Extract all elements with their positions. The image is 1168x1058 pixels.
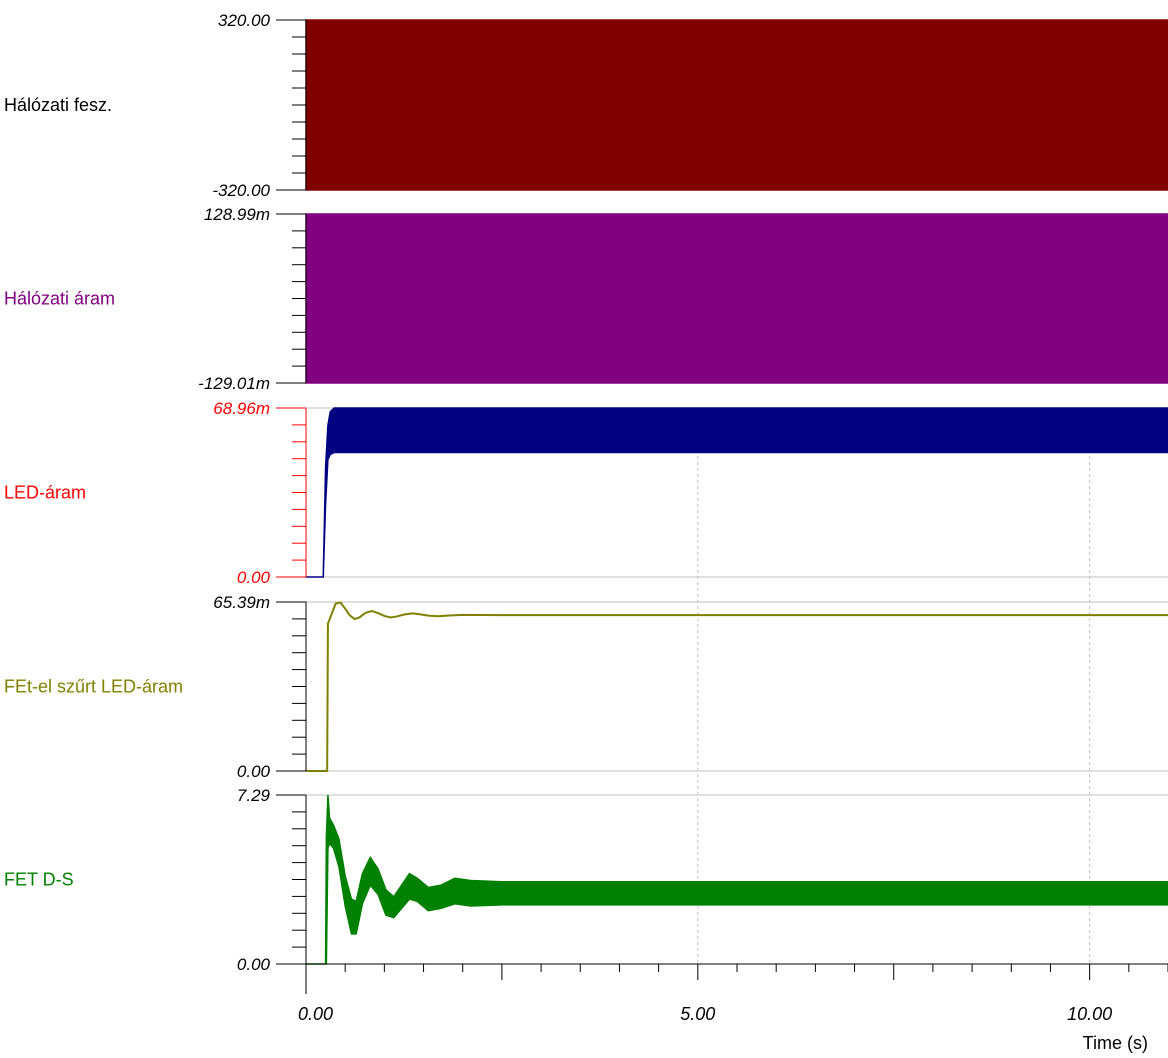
trace-panel: 68.96m 0.00 LED-áram [4,399,1168,587]
channel-label: Hálózati áram [4,289,115,309]
trace-envelope [306,407,1168,578]
y-axis-min-label: 0.00 [237,762,271,781]
channel-label: FET D-S [4,870,74,890]
y-axis-min-label: -320.00 [212,181,270,200]
trace-panel: 65.39m 0.00 FEt-el szűrt LED-áram [4,593,1168,781]
time-axis: 0.00 5.00 10.00 Time (s) [298,963,1168,1053]
channel-label: LED-áram [4,483,86,503]
trace-panel: 7.29 0.00 FET D-S [4,786,1168,974]
y-axis-min-label: 0.00 [237,955,271,974]
x-axis-tick-label: 10.00 [1067,1004,1112,1024]
y-axis-max-label: 68.96m [213,399,270,418]
channel-label: FEt-el szűrt LED-áram [4,677,183,697]
y-axis-min-label: 0.00 [237,568,271,587]
trace-line [306,601,1168,772]
trace-envelope [305,19,1168,191]
trace-panel: 128.99m -129.01m Hálózati áram [4,205,1168,393]
trace-envelope [305,213,1168,384]
y-axis-min-label: -129.01m [198,374,270,393]
channel-label: Hálózati fesz. [4,95,112,115]
grid-layer [697,408,1091,964]
x-axis-title: Time (s) [1083,1033,1148,1053]
x-axis-tick-label: 5.00 [680,1004,715,1024]
trace-panel: 320.00 -320.00 Hálózati fesz. [4,11,1168,200]
trace-envelope [306,794,1168,965]
x-axis-tick-label: 0.00 [298,1004,333,1024]
panels-layer: 320.00 -320.00 Hálózati fesz. 128.99m -129.0… [4,11,1168,974]
y-axis-max-label: 128.99m [204,205,270,224]
y-axis-max-label: 65.39m [213,593,270,612]
y-axis-max-label: 7.29 [237,786,271,805]
y-axis-max-label: 320.00 [218,11,271,30]
